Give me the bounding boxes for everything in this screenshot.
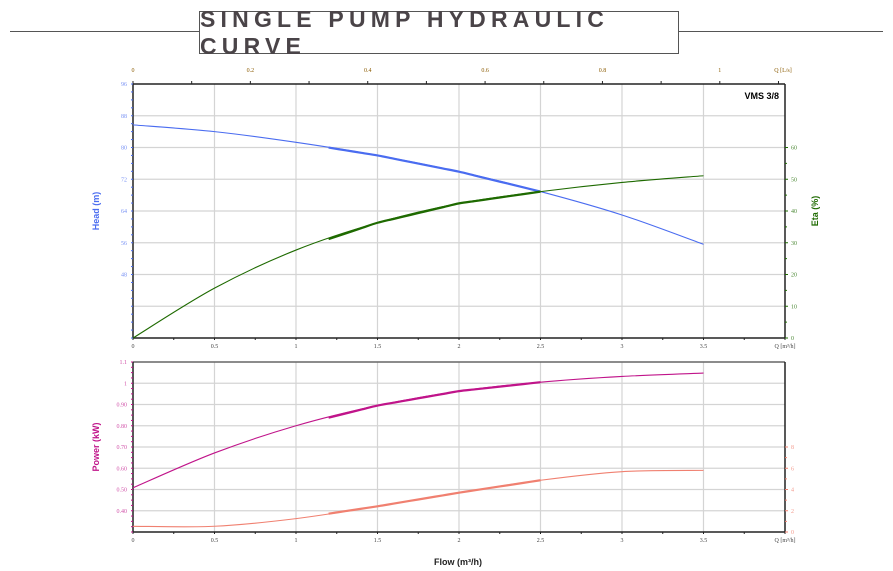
x-tick-label: 0 [132,344,135,350]
left-tick-label: 72 [121,177,127,183]
right-axis-title: Eta (%) [810,196,820,227]
right-tick-label: 50 [791,177,797,183]
x-tick-label: 2 [458,538,461,544]
left-tick-label: 96 [121,82,127,88]
left-tick-label: 1 [124,381,127,387]
operating-range-segment [328,381,541,419]
left-tick-label: 48 [121,273,127,279]
right-tick-label: 4 [791,488,794,494]
operating-range-segment [328,479,541,515]
left-tick-label: 0.40 [117,509,128,515]
right-tick-label: 60 [791,146,797,152]
x-unit-label: Q [m³/h] [775,538,796,544]
x-tick-label: 2.5 [537,344,545,350]
series-line-head-m- [132,124,704,245]
top-tick-label: 1 [718,68,721,74]
series-line-power-kw- [132,372,704,489]
x-axis-title: Flow (m³/h) [434,557,482,567]
right-tick-label: 30 [791,241,797,247]
left-tick-label: 88 [121,114,127,120]
x-tick-label: 3 [621,538,624,544]
x-tick-label: 1 [295,538,298,544]
left-tick-label: 0.90 [117,403,128,409]
top-tick-label: 0.8 [599,68,607,74]
left-tick-label: 1.1 [120,360,128,366]
right-tick-label: 2 [791,509,794,515]
series-line-eta- [132,175,704,339]
top-tick-label: 0.2 [247,68,255,74]
x-tick-label: 1 [295,344,298,350]
left-tick-label: 80 [121,146,127,152]
top-tick-label: 0.6 [481,68,489,74]
left-tick-label: 0.80 [117,424,128,430]
left-tick-label: 0.60 [117,466,128,472]
right-tick-label: 8 [791,445,794,451]
right-tick-label: 0 [791,530,794,536]
x-tick-label: 2 [458,344,461,350]
left-tick-label: 0.50 [117,488,128,494]
left-axis-title: Head (m) [91,192,101,231]
right-tick-label: 40 [791,209,797,215]
x-tick-label: 1.5 [374,538,382,544]
left-axis-title: Power (kW) [91,422,101,471]
top-unit-label: Q [L/s] [774,68,792,74]
x-tick-label: 3 [621,344,624,350]
left-tick-label: 0.70 [117,445,128,451]
chart-title: SINGLE PUMP HYDRAULIC CURVE [199,6,679,59]
operating-range-segment [328,146,541,193]
right-tick-label: 6 [791,466,794,472]
left-tick-label: 64 [121,209,127,215]
x-tick-label: 0 [132,538,135,544]
x-tick-label: 3.5 [700,538,708,544]
model-label: VMS 3/8 [744,91,779,101]
x-tick-label: 3.5 [700,344,708,350]
x-tick-label: 1.5 [374,344,382,350]
left-tick-label: 56 [121,241,127,247]
x-tick-label: 2.5 [537,538,545,544]
top-tick-label: 0 [132,68,135,74]
right-tick-label: 10 [791,304,797,310]
right-tick-label: 20 [791,273,797,279]
x-unit-label: Q [m³/h] [775,344,796,350]
operating-range-segment [328,190,541,241]
x-tick-label: 0.5 [211,344,219,350]
right-tick-label: 0 [791,336,794,342]
x-tick-label: 0.5 [211,538,219,544]
top-tick-label: 0.4 [364,68,372,74]
